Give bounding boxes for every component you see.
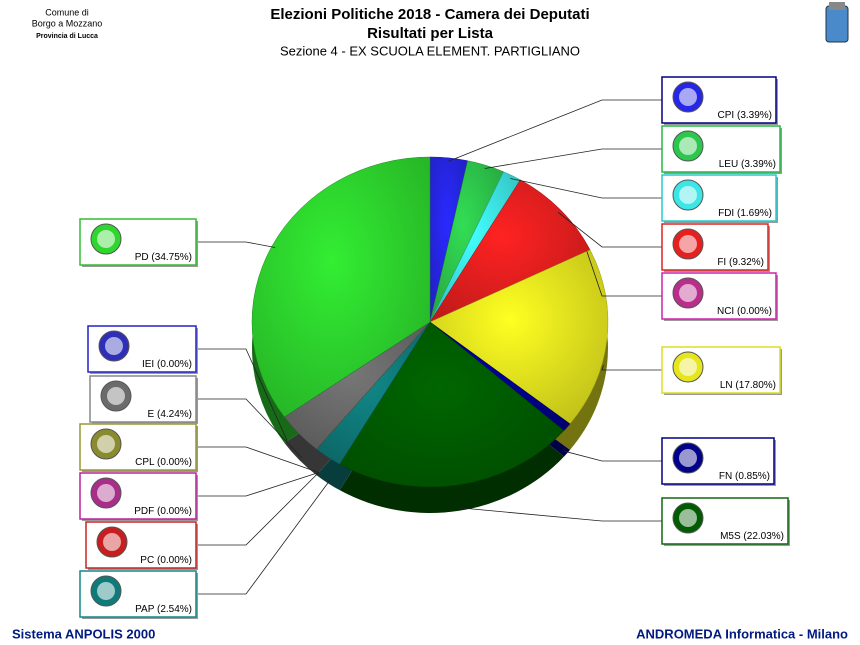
legend-name: LN (720, 380, 733, 391)
legend-label: PD (34.75%) (135, 252, 192, 263)
chart-subtitle: Risultati per Lista (367, 25, 494, 42)
value-label: (0.00%) (157, 359, 192, 370)
party-logo (679, 509, 697, 527)
party-logo (679, 186, 697, 204)
party-logo (103, 533, 121, 551)
legend-label: NCI (0.00%) (717, 306, 772, 317)
value-label: (22.03%) (743, 531, 784, 542)
leader-line (457, 507, 662, 522)
legend-label: PC (0.00%) (140, 555, 192, 566)
leader-line (196, 480, 331, 595)
province: Provincia di Lucca (36, 33, 98, 40)
section-label: Sezione 4 - EX SCUOLA ELEMENT. PARTIGLIA… (280, 43, 580, 58)
crest (825, 2, 849, 43)
party-logo (97, 582, 115, 600)
legend-name: PDF (134, 506, 154, 517)
party-logo (105, 337, 123, 355)
legend-label: PDF (0.00%) (134, 506, 192, 517)
leader-line (564, 450, 662, 462)
party-logo (679, 235, 697, 253)
legend-name: CPI (718, 110, 735, 121)
party-logo (97, 484, 115, 502)
legend-label: FI (9.32%) (717, 257, 764, 268)
legend-name: E (148, 409, 155, 420)
value-label: (0.00%) (737, 306, 772, 317)
legend-name: FI (717, 257, 726, 268)
party-logo (107, 387, 125, 405)
party-logo (97, 230, 115, 248)
legend-name: CPL (135, 457, 155, 468)
slice (251, 156, 431, 418)
party-logo (679, 137, 697, 155)
municipality: Borgo a Mozzano (32, 18, 103, 28)
leader-line (196, 472, 319, 497)
leader-line (196, 446, 319, 473)
footer-left: Sistema ANPOLIS 2000 (12, 626, 155, 641)
value-label: (0.00%) (157, 457, 192, 468)
leader-line (586, 251, 662, 297)
legend-name: LEU (719, 159, 738, 170)
slice (429, 249, 609, 425)
value-label: (9.32%) (729, 257, 764, 268)
leader-line (601, 365, 662, 371)
legend-label: LN (17.80%) (720, 380, 776, 391)
legend-label: CPI (3.39%) (718, 110, 772, 121)
legend-label: FN (0.85%) (719, 471, 770, 482)
value-label: (2.54%) (157, 604, 192, 615)
party-logo (679, 284, 697, 302)
slice (339, 321, 565, 488)
leader-line (196, 348, 288, 442)
leader-line (196, 398, 303, 459)
leader-line (510, 178, 662, 199)
value-label: (0.85%) (735, 471, 770, 482)
municipality: Comune di (45, 7, 89, 17)
value-label: (34.75%) (151, 252, 192, 263)
value-label: (1.69%) (737, 208, 772, 219)
legend-name: PD (135, 252, 149, 263)
party-logo (679, 358, 697, 376)
party-logo (97, 435, 115, 453)
party-logo (679, 88, 697, 106)
legend-name: M5S (720, 531, 741, 542)
legend-name: FN (719, 471, 732, 482)
legend-name: IEI (142, 359, 154, 370)
legend-name: PAP (135, 604, 155, 615)
value-label: (0.00%) (157, 555, 192, 566)
leader-line (196, 472, 320, 546)
legend-name: PC (140, 555, 154, 566)
leader-line (484, 148, 662, 169)
party-logo (679, 449, 697, 467)
leader-line (448, 99, 662, 162)
legend-label: CPL (0.00%) (135, 457, 192, 468)
chart-title: Elezioni Politiche 2018 - Camera dei Dep… (270, 6, 589, 23)
legend-label: LEU (3.39%) (719, 159, 776, 170)
footer-right: ANDROMEDA Informatica - Milano (636, 626, 848, 641)
value-label: (3.39%) (741, 159, 776, 170)
legend-name: NCI (717, 306, 734, 317)
legend-label: IEI (0.00%) (142, 359, 192, 370)
legend-label: M5S (22.03%) (720, 531, 784, 542)
value-label: (17.80%) (735, 380, 776, 391)
legend-label: E (4.24%) (148, 409, 192, 420)
legend-label: PAP (2.54%) (135, 604, 192, 615)
value-label: (4.24%) (157, 409, 192, 420)
leader-line (196, 241, 276, 248)
value-label: (3.39%) (737, 110, 772, 121)
legend-label: FDI (1.69%) (718, 208, 772, 219)
legend-name: FDI (718, 208, 734, 219)
leader-line (557, 211, 662, 248)
value-label: (0.00%) (157, 506, 192, 517)
